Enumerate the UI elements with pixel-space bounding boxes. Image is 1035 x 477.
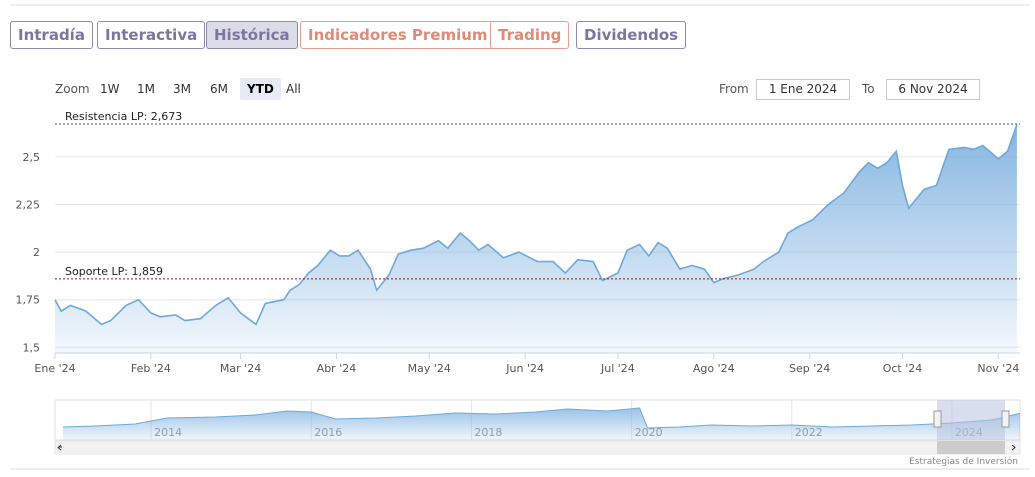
x-tick-label: Ago '24 bbox=[693, 362, 735, 375]
from-input[interactable]: 1 Ene 2024 bbox=[756, 79, 850, 100]
plot-line-label: Resistencia LP: 2,673 bbox=[65, 110, 182, 123]
to-label: To bbox=[862, 82, 875, 96]
navigator-frame bbox=[54, 399, 1021, 441]
zoom-label: Zoom bbox=[55, 82, 90, 96]
from-label: From bbox=[719, 82, 749, 96]
navigator-area bbox=[63, 408, 1020, 440]
price-line bbox=[54, 124, 1018, 326]
zoom-button[interactable]: 1M bbox=[137, 82, 155, 96]
plot-line-label: Soporte LP: 1,859 bbox=[65, 265, 163, 278]
credit: Estrategias de Inversión bbox=[909, 456, 1018, 467]
tab[interactable]: Histórica bbox=[206, 21, 298, 49]
x-tick-label: Feb '24 bbox=[131, 362, 171, 375]
y-tick-label: 1,75 bbox=[16, 294, 41, 307]
plot: 1,5 1,75 2 2,25 2,5 Ene '24 Feb '24 Mar '24 Abr … bbox=[16, 110, 1020, 375]
navigator-handle[interactable] bbox=[933, 410, 942, 428]
x-tick-label: Mar '24 bbox=[220, 362, 261, 375]
scrollbar-track[interactable] bbox=[54, 440, 1021, 455]
to-input[interactable]: 6 Nov 2024 bbox=[886, 79, 980, 100]
zoom-button[interactable]: YTD bbox=[240, 78, 281, 100]
x-tick-label: May '24 bbox=[408, 362, 451, 375]
zoom-button[interactable]: 6M bbox=[210, 82, 228, 96]
x-tick-label: Jul '24 bbox=[600, 362, 635, 375]
y-tick-label: 2 bbox=[33, 246, 40, 259]
x-tick-label: Jun '24 bbox=[505, 362, 544, 375]
zoom-button[interactable]: 3M bbox=[173, 82, 191, 96]
navigator-tick-label: 2022 bbox=[795, 426, 823, 439]
navigator-tick-label: 2020 bbox=[635, 426, 663, 439]
navigator-tick-label: 2014 bbox=[154, 426, 182, 439]
y-tick-label: 1,5 bbox=[23, 341, 41, 354]
scroll-right[interactable] bbox=[1011, 444, 1016, 451]
area-fill bbox=[55, 124, 1017, 353]
tab[interactable]: Dividendos bbox=[576, 21, 687, 49]
navigator-selection[interactable] bbox=[937, 400, 1005, 440]
zoom-button[interactable]: 1W bbox=[100, 82, 120, 96]
navigator-tick-label: 2018 bbox=[474, 426, 502, 439]
x-tick-label: Abr '24 bbox=[317, 362, 357, 375]
tab[interactable]: Trading bbox=[490, 21, 570, 49]
scrollbar-thumb[interactable] bbox=[937, 441, 1005, 454]
tab[interactable]: Intradía bbox=[10, 21, 93, 49]
zoom-button[interactable]: All bbox=[286, 82, 301, 96]
x-tick-label: Nov '24 bbox=[977, 362, 1019, 375]
x-tick-label: Sep '24 bbox=[789, 362, 830, 375]
y-tick-label: 2,25 bbox=[16, 198, 41, 211]
y-tick-label: 2,5 bbox=[23, 151, 41, 164]
x-tick-label: Oct '24 bbox=[883, 362, 923, 375]
navigator-tick-label: 2024 bbox=[955, 426, 983, 439]
x-tick-label: Ene '24 bbox=[34, 362, 75, 375]
navigator-handle[interactable] bbox=[1001, 410, 1010, 428]
tab[interactable]: Interactiva bbox=[97, 21, 206, 49]
navigator-line bbox=[62, 407, 1021, 429]
scroll-left[interactable] bbox=[57, 444, 62, 451]
navigator-tick-label: 2016 bbox=[314, 426, 342, 439]
tab[interactable]: Indicadores Premium bbox=[300, 21, 496, 49]
